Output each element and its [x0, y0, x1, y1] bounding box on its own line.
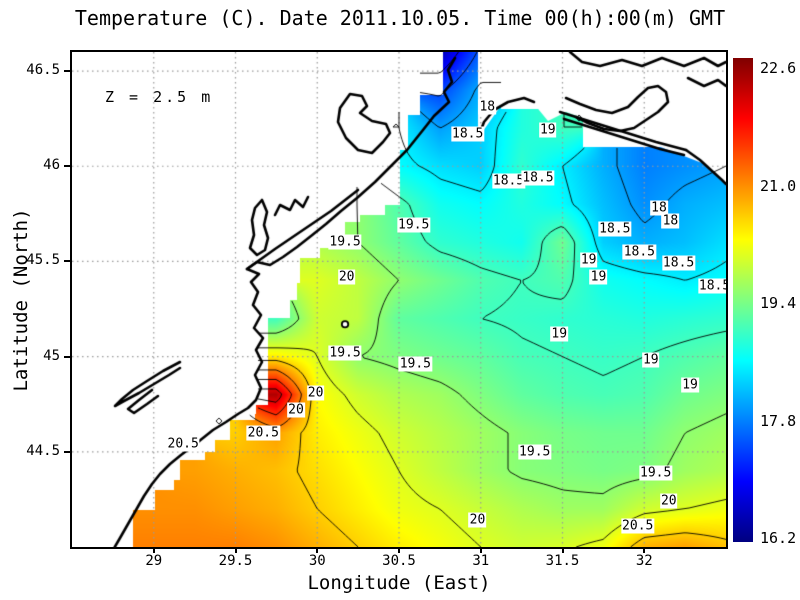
- contour-label: 19: [681, 377, 699, 393]
- contour-label: 18.5: [521, 170, 555, 186]
- contour-label: 18.5: [451, 126, 485, 142]
- x-axis-tick: [479, 547, 482, 553]
- contour-label: 18: [661, 213, 680, 229]
- contour-label: 18.5: [622, 244, 656, 260]
- contour-label: 19.5: [639, 465, 673, 481]
- contour-label: 20: [306, 385, 325, 401]
- x-tick-label: 30.5: [382, 553, 416, 569]
- x-tick-label: 31: [472, 553, 490, 569]
- contour-label: 18.5: [491, 173, 526, 189]
- temperature-map-canvas: [72, 52, 726, 547]
- y-axis-tick: [64, 70, 70, 73]
- contour-label: 18: [478, 99, 497, 115]
- colorbar-tick-label: 17.8: [760, 411, 797, 430]
- x-tick-label: 29: [145, 553, 163, 569]
- y-tick-label: 44.5: [26, 442, 60, 459]
- x-axis-tick: [152, 547, 155, 553]
- x-axis-tick: [561, 547, 564, 553]
- colorbar-tick-label: 21.0: [760, 176, 797, 195]
- contour-label: 19: [538, 122, 557, 138]
- contour-label: 18.5: [661, 255, 696, 271]
- contour-label: 20: [287, 402, 305, 418]
- contour-label: 20.5: [246, 425, 280, 441]
- colorbar-tick-label: 16.2: [760, 529, 797, 547]
- y-axis-tick: [64, 260, 70, 263]
- contour-label: 20: [468, 512, 487, 528]
- contour-label: 18.5: [697, 278, 726, 294]
- x-axis-label: Longitude (East): [307, 572, 491, 594]
- contour-label: 19.5: [398, 356, 432, 372]
- contour-label: 19.5: [397, 217, 431, 233]
- x-tick-label: 32: [635, 553, 653, 569]
- contour-label: 18: [650, 200, 668, 216]
- y-tick-label: 46.5: [26, 62, 60, 79]
- x-tick-label: 30: [308, 553, 326, 569]
- colorbar: [733, 58, 753, 542]
- contour-label: 19.5: [518, 444, 552, 460]
- contour-label: 20.5: [166, 436, 200, 452]
- x-axis-tick: [643, 547, 646, 553]
- figure-title: Temperature (C). Date 2011.10.05. Time 0…: [74, 6, 726, 30]
- colorbar-tick-label: 22.6: [760, 59, 797, 77]
- contour-label: 19.5: [328, 234, 362, 250]
- y-axis-tick: [64, 355, 70, 358]
- x-axis-tick: [234, 547, 237, 553]
- contour-label: 19: [589, 269, 608, 285]
- contour-label: 20: [337, 269, 356, 285]
- x-axis-tick: [398, 547, 400, 553]
- y-tick-label: 45: [43, 347, 60, 364]
- contour-label: 19: [550, 326, 569, 342]
- y-axis-tick: [64, 450, 70, 453]
- x-tick-label: 29.5: [218, 553, 253, 569]
- depth-annotation: Z = 2.5 m: [105, 88, 214, 106]
- y-axis-label: Latitude (North): [10, 208, 32, 392]
- contour-label: 19: [641, 352, 660, 368]
- contour-label: 18.5: [598, 221, 632, 237]
- contour-label: 20.5: [621, 518, 655, 534]
- colorbar-tick-label: 19.4: [760, 294, 797, 312]
- x-axis-tick: [316, 547, 319, 553]
- contour-label: 20: [659, 493, 678, 509]
- contour-label: 19.5: [328, 345, 362, 361]
- map-plot-area: Z = 2.5 m 18 18.5 19 18.5 18.5 18 18 18.5 18.5 19…: [70, 50, 728, 549]
- y-tick-label: 45.5: [26, 252, 60, 269]
- y-axis-tick: [64, 165, 70, 168]
- y-tick-label: 46: [43, 157, 60, 174]
- contour-label: 19: [579, 252, 598, 268]
- x-tick-label: 31.5: [545, 553, 580, 569]
